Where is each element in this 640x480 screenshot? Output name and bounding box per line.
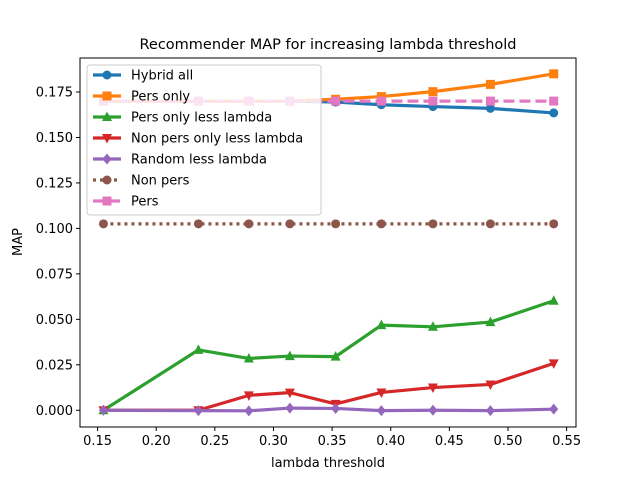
data-point bbox=[193, 405, 203, 417]
legend-box bbox=[86, 64, 322, 216]
data-point bbox=[376, 219, 386, 229]
data-point bbox=[549, 403, 559, 415]
plot-frame bbox=[79, 57, 577, 428]
data-point bbox=[427, 383, 438, 394]
data-point bbox=[243, 352, 254, 363]
x-axis-ticks: 0.15 0.20 0.25 0.30 0.35 0.40 0.45 0.50 0.55 bbox=[83, 427, 581, 449]
legend-marker bbox=[102, 175, 112, 185]
data-point bbox=[193, 344, 204, 354]
data-point bbox=[428, 96, 438, 106]
data-point bbox=[331, 402, 341, 414]
y-tick-label: 0.100 bbox=[36, 222, 73, 237]
legend-label: Random less lambda bbox=[131, 153, 267, 168]
data-point bbox=[376, 92, 386, 102]
data-point bbox=[376, 388, 387, 398]
x-tick-label: 0.40 bbox=[376, 434, 405, 449]
x-tick-label: 0.25 bbox=[200, 434, 229, 449]
data-point bbox=[485, 380, 496, 390]
legend-entry: Pers only less lambda bbox=[93, 111, 272, 126]
data-point bbox=[548, 359, 559, 369]
legend-label: Pers bbox=[131, 195, 159, 210]
data-point bbox=[428, 404, 438, 416]
data-point bbox=[485, 219, 495, 229]
legend-marker bbox=[102, 70, 112, 80]
data-point bbox=[485, 405, 495, 417]
data-point bbox=[331, 96, 341, 106]
x-tick-label: 0.55 bbox=[552, 434, 581, 449]
x-tick-label: 0.30 bbox=[259, 434, 288, 449]
legend: Hybrid all Pers only Pers only less lambda… bbox=[86, 64, 322, 216]
x-tick-label: 0.15 bbox=[83, 434, 112, 449]
data-point bbox=[284, 388, 295, 399]
legend-label: Non pers only less lambda bbox=[131, 132, 303, 147]
data-point bbox=[549, 96, 559, 106]
data-point bbox=[193, 219, 203, 229]
x-tick-label: 0.45 bbox=[435, 434, 464, 449]
data-point bbox=[549, 69, 559, 79]
data-point bbox=[427, 321, 438, 331]
data-point bbox=[285, 219, 295, 229]
y-tick-label: 0.075 bbox=[36, 267, 73, 282]
data-point bbox=[98, 404, 108, 416]
data-point bbox=[428, 87, 438, 97]
data-point bbox=[485, 103, 495, 113]
series-random-less-lambda bbox=[98, 402, 559, 417]
legend-entry: Non pers only less lambda bbox=[93, 132, 303, 147]
series-non-pers bbox=[98, 219, 559, 229]
y-tick-label: 0.050 bbox=[36, 313, 73, 328]
data-point bbox=[330, 351, 341, 361]
y-tick-label: 0.150 bbox=[36, 131, 73, 146]
y-tick-label: 0.025 bbox=[36, 358, 73, 373]
data-point bbox=[485, 79, 495, 89]
legend-marker bbox=[102, 196, 112, 206]
legend-marker bbox=[102, 153, 112, 165]
data-point bbox=[485, 316, 496, 327]
chart-title: Recommender MAP for increasing lambda th… bbox=[139, 37, 516, 53]
data-point bbox=[376, 319, 387, 330]
data-point bbox=[244, 219, 254, 229]
legend-entry: Random less lambda bbox=[93, 153, 267, 168]
legend-entry: Hybrid all bbox=[93, 69, 193, 84]
data-point bbox=[549, 219, 559, 229]
legend-label: Pers only less lambda bbox=[131, 111, 272, 126]
legend-entry: Pers only bbox=[93, 90, 190, 105]
y-tick-label: 0.000 bbox=[36, 404, 73, 419]
legend-label: Hybrid all bbox=[131, 69, 193, 84]
data-point bbox=[98, 219, 108, 229]
data-point bbox=[376, 405, 386, 417]
data-point bbox=[284, 350, 295, 361]
data-point bbox=[376, 96, 386, 106]
y-axis-ticks: 0.000 0.025 0.050 0.075 0.100 0.125 0.150 0.175 bbox=[36, 86, 80, 419]
data-point bbox=[549, 108, 559, 118]
series-pers-only-less-lambda bbox=[98, 295, 559, 415]
x-tick-label: 0.50 bbox=[494, 434, 523, 449]
legend-label: Pers only bbox=[131, 90, 190, 105]
data-point bbox=[285, 402, 295, 414]
x-axis-label: lambda threshold bbox=[271, 456, 385, 471]
data-point bbox=[331, 219, 341, 229]
data-point bbox=[428, 219, 438, 229]
data-point bbox=[244, 405, 254, 417]
legend-marker bbox=[102, 111, 112, 121]
x-tick-label: 0.35 bbox=[318, 434, 347, 449]
legend-label: Non pers bbox=[131, 174, 190, 189]
legend-entry: Pers bbox=[93, 195, 159, 210]
legend-marker bbox=[102, 91, 112, 101]
legend-marker bbox=[102, 134, 112, 144]
x-tick-label: 0.20 bbox=[142, 434, 171, 449]
data-point bbox=[548, 295, 559, 305]
y-axis-label: MAP bbox=[11, 228, 26, 256]
data-point bbox=[485, 96, 495, 106]
data-point bbox=[243, 391, 254, 401]
y-tick-label: 0.175 bbox=[36, 86, 73, 101]
legend-entry: Non pers bbox=[93, 174, 190, 189]
y-tick-label: 0.125 bbox=[36, 176, 73, 191]
